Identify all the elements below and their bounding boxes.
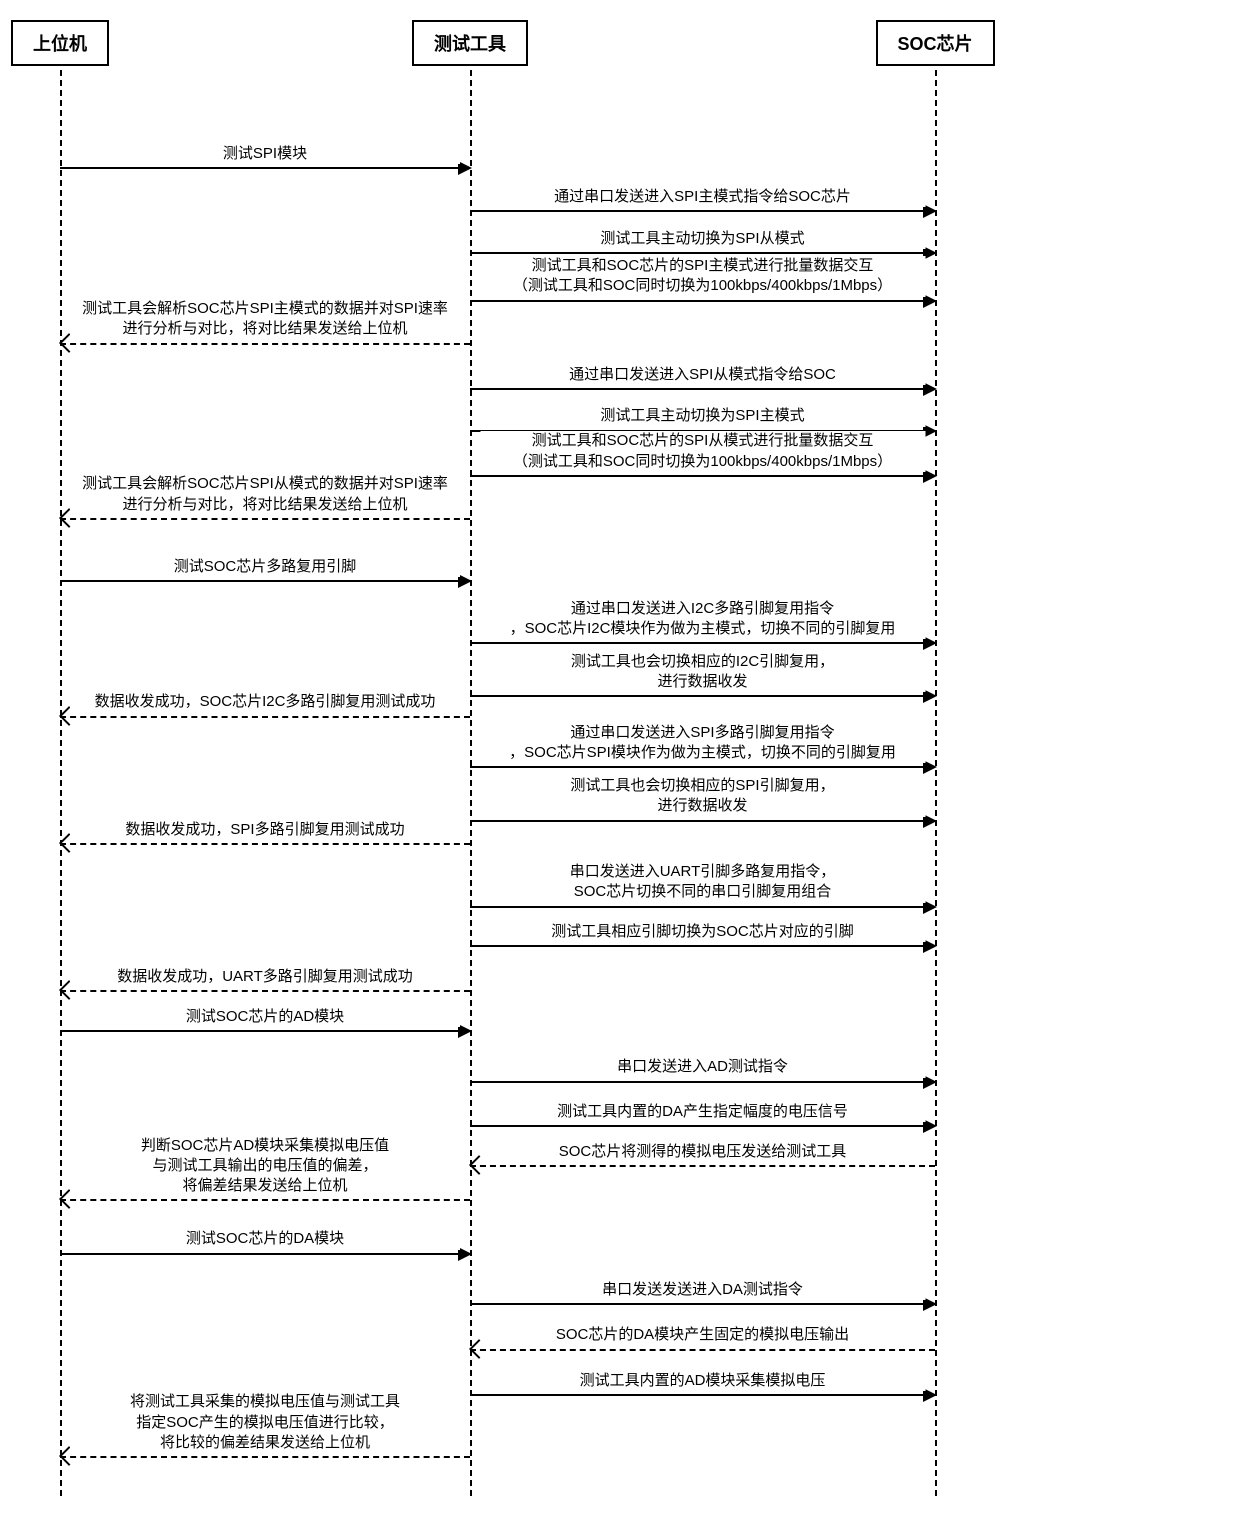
- message-label: 测试工具主动切换为SPI从模式: [480, 229, 925, 249]
- lifeline-soc: [935, 60, 937, 1496]
- message-line: [470, 1394, 935, 1396]
- message-label: 通过串口发送进入SPI从模式指令给SOC: [480, 365, 925, 385]
- message-line: [60, 343, 470, 345]
- message-label: 测试工具也会切换相应的SPI引脚复用， 进行数据收发: [480, 776, 925, 817]
- message-label: 测试SPI模块: [70, 144, 460, 164]
- message-line: [60, 1030, 470, 1032]
- message-label: SOC芯片将测得的模拟电压发送给测试工具: [480, 1142, 925, 1162]
- arrowhead: [458, 574, 472, 588]
- message-line: [470, 475, 935, 477]
- message-line: [60, 518, 470, 520]
- message-line: [470, 642, 935, 644]
- participant-soc: SOC芯片: [876, 20, 995, 66]
- message-label: 串口发送进入AD测试指令: [480, 1057, 925, 1077]
- arrowhead: [923, 760, 937, 774]
- message-line: [60, 1456, 470, 1458]
- arrowhead: [923, 246, 937, 260]
- message-line: [470, 210, 935, 212]
- message-label: 测试工具和SOC芯片的SPI主模式进行批量数据交互 （测试工具和SOC同时切换为…: [480, 256, 925, 297]
- participant-tool: 测试工具: [412, 20, 528, 66]
- arrowhead: [923, 939, 937, 953]
- message-label: 通过串口发送进入SPI主模式指令给SOC芯片: [480, 187, 925, 207]
- message-line: [60, 580, 470, 582]
- message-line: [470, 1125, 935, 1127]
- arrowhead: [923, 204, 937, 218]
- message-line: [470, 1303, 935, 1305]
- arrowhead: [923, 1119, 937, 1133]
- message-label: 将测试工具采集的模拟电压值与测试工具 指定SOC产生的模拟电压值进行比较， 将比…: [70, 1392, 460, 1453]
- message-label: 测试SOC芯片的DA模块: [70, 1229, 460, 1249]
- message-line: [60, 1253, 470, 1255]
- message-label: 测试工具会解析SOC芯片SPI主模式的数据并对SPI速率 进行分析与对比，将对比…: [70, 299, 460, 340]
- sequence-diagram: 上位机 测试工具 SOC芯片测试SPI模块通过串口发送进入SPI主模式指令给SOC芯…: [0, 0, 1240, 1516]
- message-label: 测试SOC芯片的AD模块: [70, 1007, 460, 1027]
- arrowhead: [458, 1024, 472, 1038]
- message-label: SOC芯片的DA模块产生固定的模拟电压输出: [480, 1325, 925, 1345]
- arrowhead: [458, 1247, 472, 1261]
- participant-label: 上位机: [33, 34, 87, 54]
- message-line: [470, 252, 935, 254]
- message-line: [470, 906, 935, 908]
- arrowhead: [923, 1075, 937, 1089]
- message-label: 测试工具会解析SOC芯片SPI从模式的数据并对SPI速率 进行分析与对比，将对比…: [70, 474, 460, 515]
- message-line: [60, 990, 470, 992]
- arrowhead: [923, 636, 937, 650]
- message-line: [470, 1349, 935, 1351]
- arrowhead: [923, 814, 937, 828]
- message-line: [60, 843, 470, 845]
- message-label: 通过串口发送进入I2C多路引脚复用指令 ，SOC芯片I2C模块作为做为主模式，切…: [480, 599, 925, 640]
- arrowhead: [923, 1388, 937, 1402]
- message-line: [470, 820, 935, 822]
- lifeline-tool: [470, 60, 472, 1496]
- message-label: 测试工具相应引脚切换为SOC芯片对应的引脚: [480, 922, 925, 942]
- message-label: 串口发送进入UART引脚多路复用指令， SOC芯片切换不同的串口引脚复用组合: [480, 862, 925, 903]
- participant-label: 测试工具: [434, 34, 506, 54]
- arrowhead: [923, 424, 937, 438]
- message-line: [470, 1081, 935, 1083]
- arrowhead: [923, 294, 937, 308]
- message-label: 串口发送发送进入DA测试指令: [480, 1280, 925, 1300]
- message-label: 数据收发成功，SOC芯片I2C多路引脚复用测试成功: [70, 692, 460, 712]
- message-label: 测试工具内置的AD模块采集模拟电压: [480, 1371, 925, 1391]
- message-line: [60, 1199, 470, 1201]
- message-label: 数据收发成功，UART多路引脚复用测试成功: [70, 967, 460, 987]
- arrowhead: [923, 1297, 937, 1311]
- arrowhead: [923, 382, 937, 396]
- message-line: [470, 766, 935, 768]
- participant-label: SOC芯片: [898, 34, 973, 54]
- message-line: [470, 945, 935, 947]
- message-line: [470, 1165, 935, 1167]
- message-line: [470, 695, 935, 697]
- message-label: 测试工具主动切换为SPI主模式: [480, 406, 925, 426]
- message-label: 通过串口发送进入SPI多路引脚复用指令 ，SOC芯片SPI模块作为做为主模式，切…: [480, 723, 925, 764]
- lifeline-host: [60, 60, 62, 1496]
- participant-host: 上位机: [11, 20, 109, 66]
- message-label: 测试SOC芯片多路复用引脚: [70, 557, 460, 577]
- message-line: [60, 167, 470, 169]
- arrowhead: [458, 161, 472, 175]
- arrowhead: [923, 689, 937, 703]
- message-label: 测试工具也会切换相应的I2C引脚复用， 进行数据收发: [480, 652, 925, 693]
- message-label: 判断SOC芯片AD模块采集模拟电压值 与测试工具输出的电压值的偏差， 将偏差结果…: [70, 1136, 460, 1197]
- message-line: [470, 300, 935, 302]
- arrowhead: [923, 900, 937, 914]
- message-label: 测试工具内置的DA产生指定幅度的电压信号: [480, 1102, 925, 1122]
- message-line: [60, 716, 470, 718]
- message-line: [470, 388, 935, 390]
- arrowhead: [923, 469, 937, 483]
- message-label: 测试工具和SOC芯片的SPI从模式进行批量数据交互 （测试工具和SOC同时切换为…: [480, 431, 925, 472]
- message-label: 数据收发成功，SPI多路引脚复用测试成功: [70, 820, 460, 840]
